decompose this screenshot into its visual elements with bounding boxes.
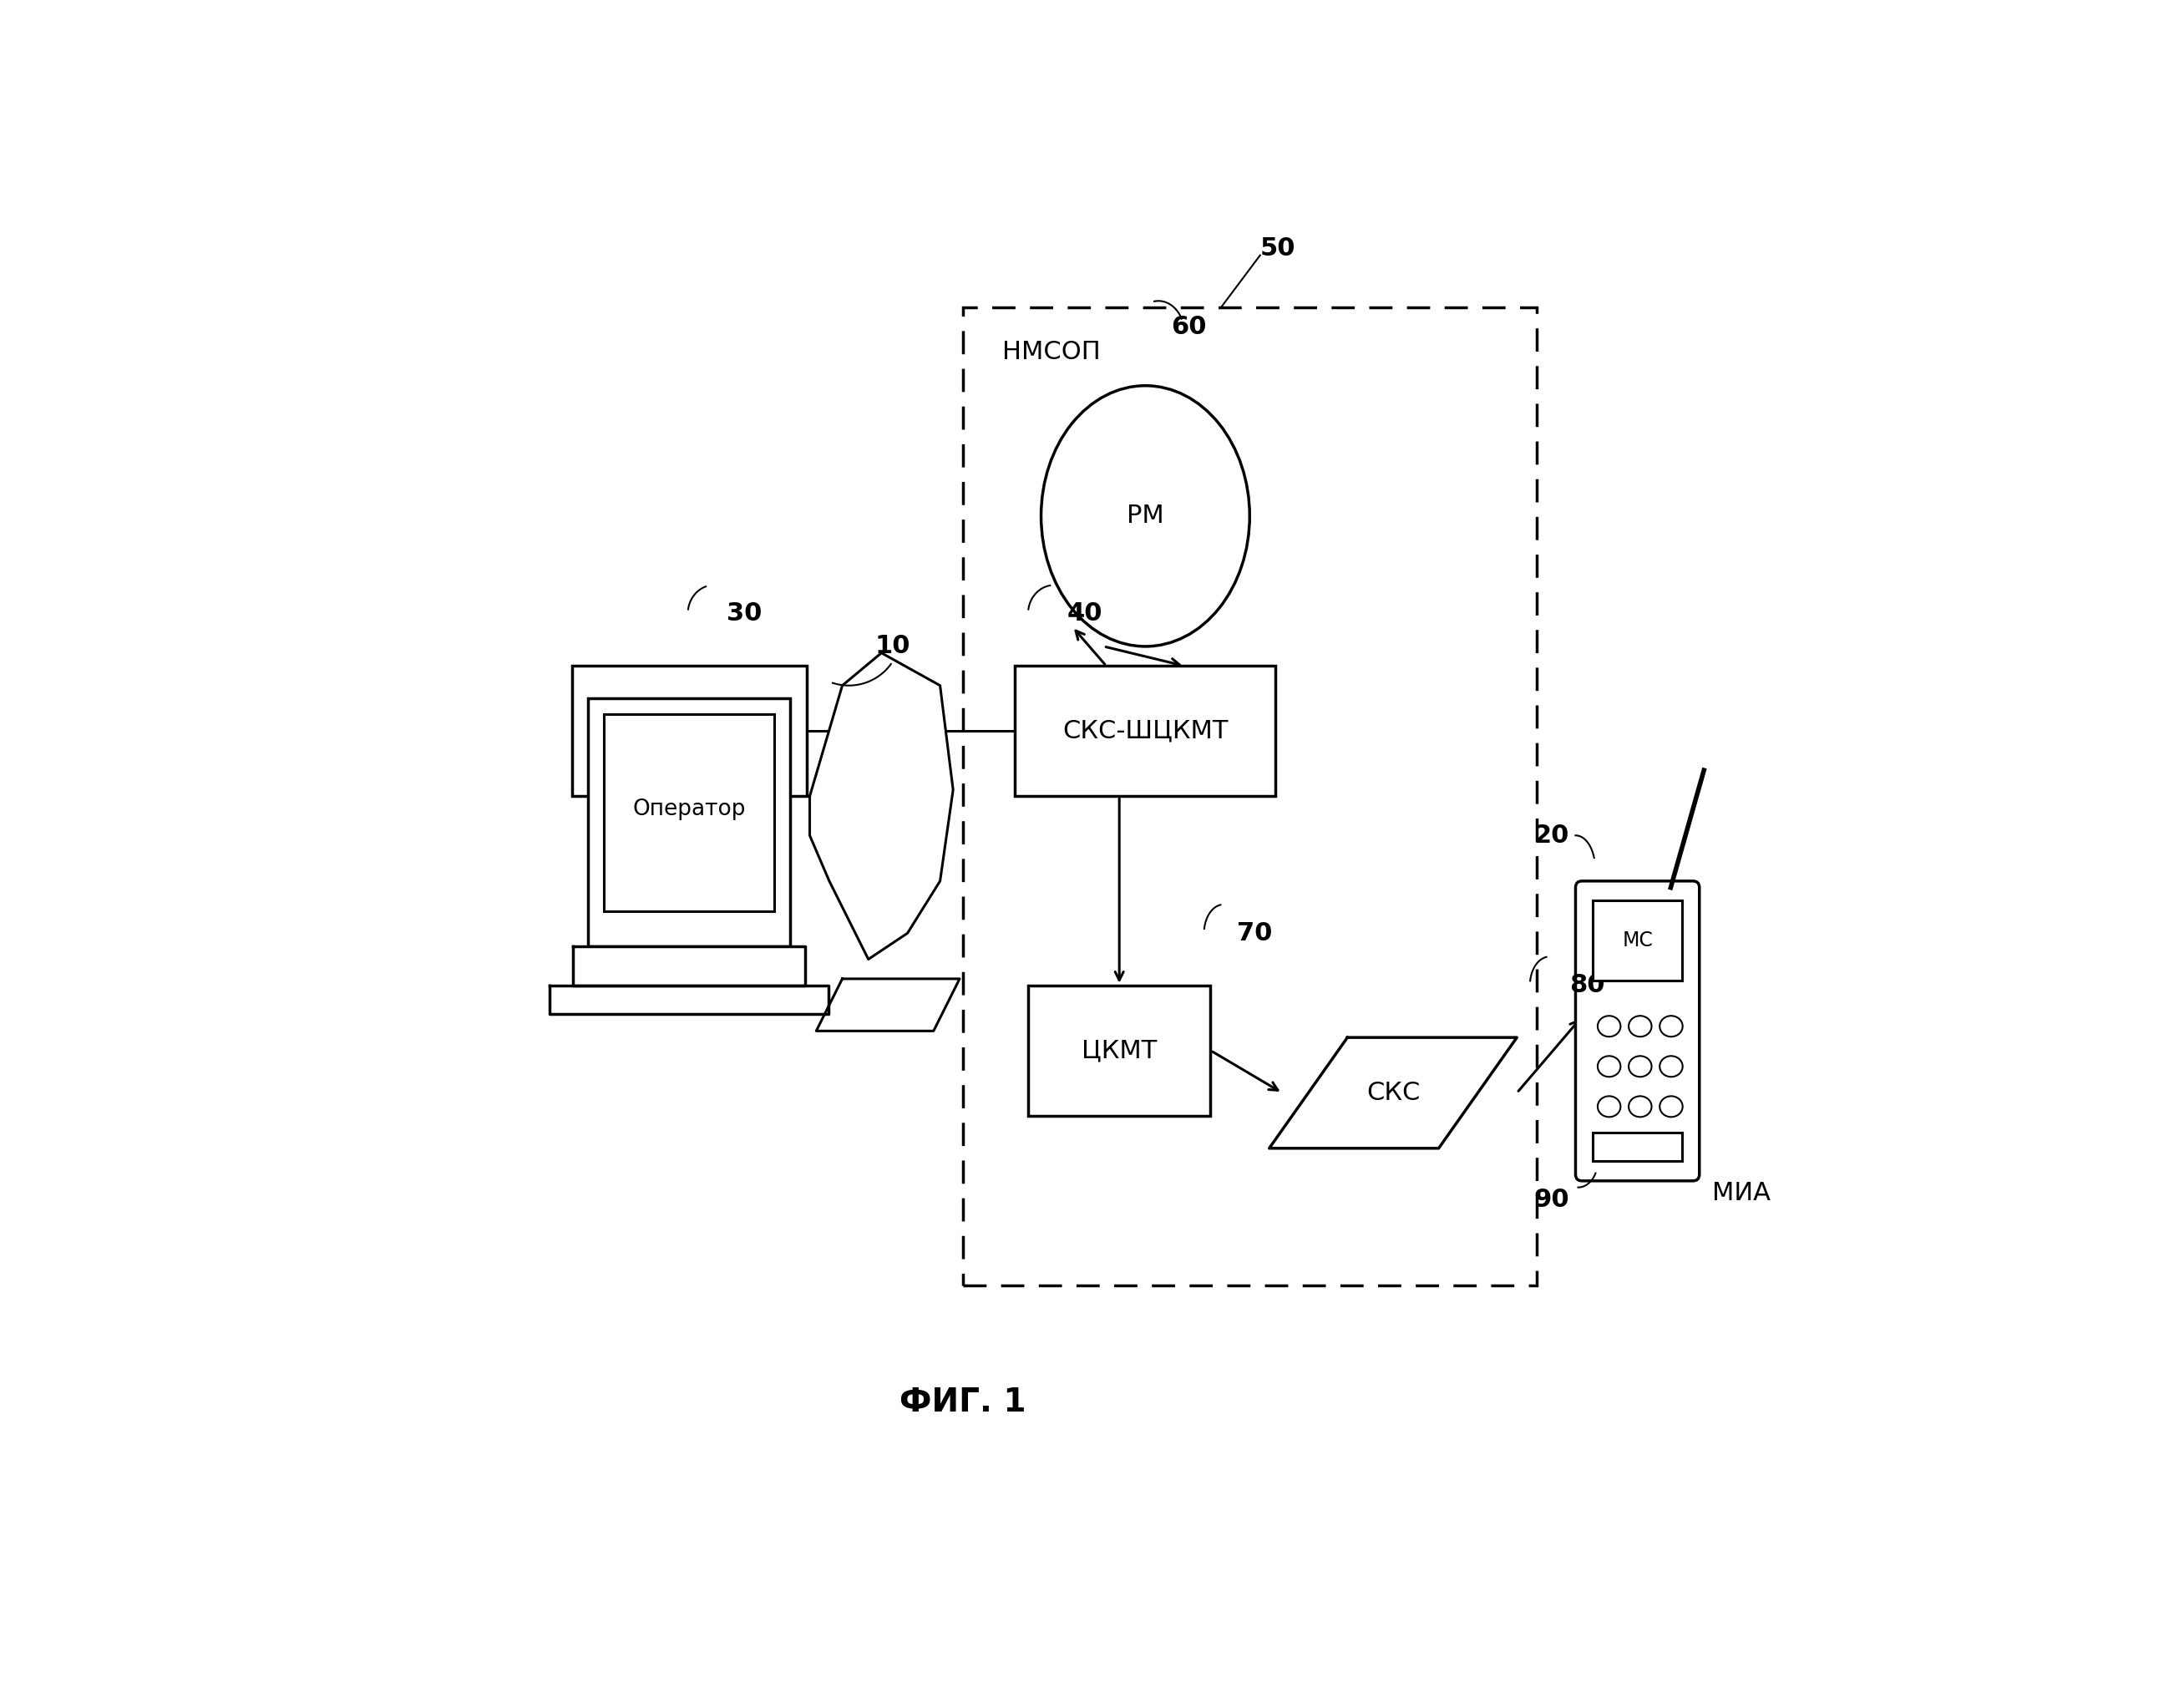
Ellipse shape xyxy=(1599,1016,1621,1036)
Ellipse shape xyxy=(1660,1016,1682,1036)
Bar xyxy=(1016,665,1275,796)
Text: 20: 20 xyxy=(1533,823,1568,848)
Bar xyxy=(603,714,775,911)
Text: МИА: МИА xyxy=(1712,1182,1771,1205)
Text: СКС-ШЦКМТ: СКС-ШЦКМТ xyxy=(1064,720,1227,743)
FancyBboxPatch shape xyxy=(1575,880,1699,1182)
Text: МС: МС xyxy=(1623,931,1653,951)
Ellipse shape xyxy=(1629,1016,1651,1036)
Ellipse shape xyxy=(1042,386,1249,647)
Bar xyxy=(1029,985,1210,1116)
Text: 30: 30 xyxy=(727,601,762,626)
Polygon shape xyxy=(1269,1038,1518,1148)
Polygon shape xyxy=(550,985,828,1014)
Bar xyxy=(1592,1133,1682,1161)
Text: 60: 60 xyxy=(1171,315,1208,339)
Text: 40: 40 xyxy=(1068,601,1103,626)
Ellipse shape xyxy=(1599,1095,1621,1117)
Text: СКС: СКС xyxy=(1367,1080,1420,1106)
Text: НМСОП: НМСОП xyxy=(1002,340,1101,364)
Text: 90: 90 xyxy=(1533,1187,1568,1212)
Bar xyxy=(587,699,791,946)
Ellipse shape xyxy=(1660,1095,1682,1117)
Bar xyxy=(963,308,1535,1285)
Text: 50: 50 xyxy=(1260,237,1295,261)
Text: 10: 10 xyxy=(876,635,911,659)
Polygon shape xyxy=(810,653,952,960)
Bar xyxy=(1592,901,1682,980)
Ellipse shape xyxy=(1629,1095,1651,1117)
Ellipse shape xyxy=(1660,1056,1682,1077)
Text: ФИГ. 1: ФИГ. 1 xyxy=(900,1387,1026,1419)
Ellipse shape xyxy=(1599,1056,1621,1077)
Text: 70: 70 xyxy=(1236,921,1271,945)
Text: Оператор: Оператор xyxy=(633,799,745,819)
Text: ЦКМТ: ЦКМТ xyxy=(1081,1038,1158,1063)
Text: 80: 80 xyxy=(1568,973,1605,997)
Polygon shape xyxy=(572,946,806,985)
Text: РМ: РМ xyxy=(1127,505,1164,528)
Ellipse shape xyxy=(1629,1056,1651,1077)
Text: СКС-Ц: СКС-Ц xyxy=(649,720,729,743)
Bar xyxy=(572,665,806,796)
Polygon shape xyxy=(817,979,959,1031)
